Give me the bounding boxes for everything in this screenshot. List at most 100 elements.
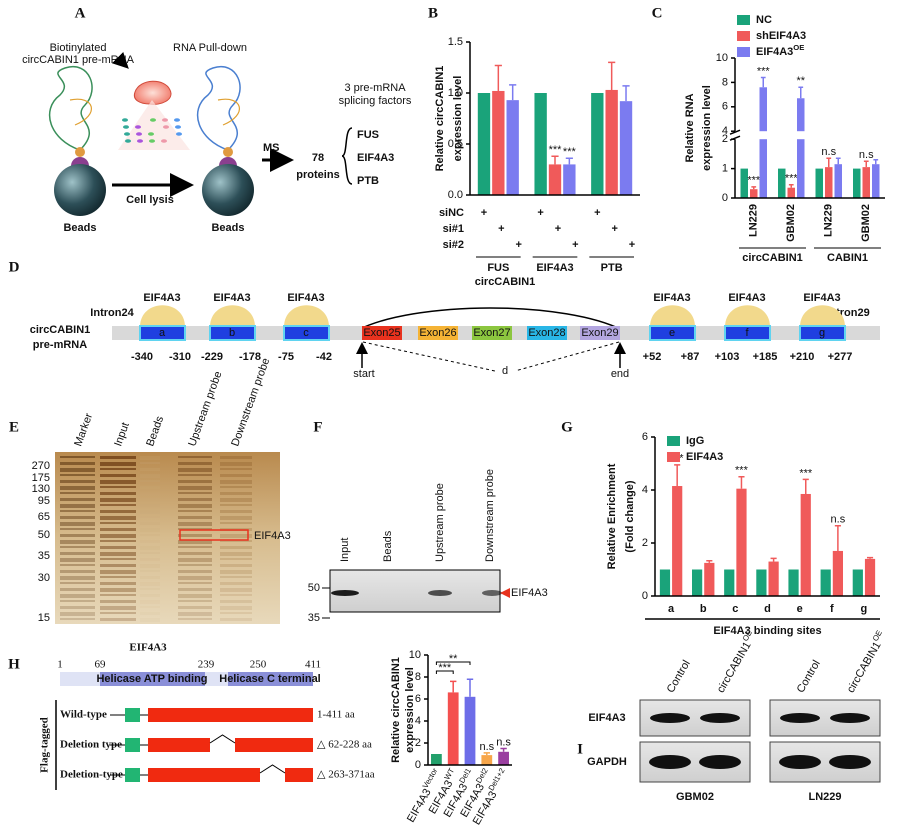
gel-band	[100, 522, 136, 524]
x-tick-label: FUS	[487, 262, 509, 274]
x-tick-label: GBM02	[785, 204, 797, 242]
gel-band	[140, 546, 160, 550]
lane-label: Upstream probe	[186, 370, 224, 448]
gel-band	[220, 540, 252, 542]
blot-band	[830, 713, 870, 723]
break-mark	[729, 129, 741, 135]
gel-band	[100, 474, 136, 477]
panel-label: F	[313, 419, 322, 435]
gel-band	[140, 510, 160, 514]
x-tick-label: b	[700, 603, 707, 615]
gel-band	[60, 552, 95, 555]
bar	[736, 488, 747, 596]
significance-label: ***	[735, 465, 749, 477]
gel-band	[60, 564, 95, 566]
error-bar	[674, 464, 681, 487]
gel-band	[60, 486, 95, 490]
band-pointer	[500, 588, 510, 598]
y-tick-label: 4	[722, 125, 728, 137]
protein-dot	[136, 132, 142, 136]
position-label: 1	[57, 659, 63, 671]
error-bar	[450, 680, 457, 693]
significance-label: n.s	[821, 146, 836, 158]
probe-label: Biotinylated	[50, 42, 107, 54]
band-label: EIF4A3	[254, 530, 291, 542]
gel-band	[100, 618, 136, 621]
lane-label: circCABIN1OE	[842, 629, 889, 695]
protein-label: EIF4A3	[653, 292, 690, 304]
exon	[362, 326, 402, 340]
coordinate: +52	[643, 351, 662, 363]
position-label: 250	[250, 659, 267, 671]
deletion	[259, 764, 286, 774]
gel-band	[220, 612, 252, 614]
position-label: 239	[198, 659, 215, 671]
gel-band	[178, 534, 212, 537]
gel-band	[140, 492, 160, 496]
domain-label: Helicase C terminal	[219, 673, 321, 685]
bar	[787, 187, 795, 198]
gel-band	[178, 612, 212, 616]
row-label: si#2	[443, 239, 464, 251]
gel-band	[60, 456, 95, 458]
coordinate: -229	[201, 351, 223, 363]
bar	[778, 168, 786, 198]
blot-band	[699, 755, 741, 769]
error-bar	[706, 560, 713, 563]
rna-strand	[217, 98, 241, 126]
significance-label: n.s	[859, 149, 874, 161]
bar	[506, 100, 519, 195]
x-tick-label: e	[797, 603, 803, 615]
gel-band	[178, 504, 212, 508]
panel-label: E	[9, 419, 19, 435]
factor: PTB	[357, 175, 379, 187]
protein-segment	[235, 738, 313, 752]
ladder-label: 50	[308, 582, 320, 594]
bar	[704, 562, 715, 596]
gel-band	[60, 606, 95, 609]
distance-line	[362, 341, 620, 372]
error-bar	[798, 86, 804, 99]
protein-dot	[148, 132, 154, 136]
x-tick-label: c	[732, 603, 738, 615]
gel-band	[60, 582, 95, 584]
ladder-label: 175	[32, 472, 50, 484]
protein-label: EIF4A3	[143, 292, 180, 304]
lane-label: Beads	[382, 530, 394, 562]
design-mark: +	[515, 239, 521, 251]
gel-band	[178, 552, 212, 555]
bar	[548, 164, 562, 195]
gel-band	[178, 498, 212, 501]
rna-strand	[69, 98, 93, 126]
gel-band	[178, 606, 212, 609]
comparison-bracket	[435, 661, 471, 665]
significance-label: **	[449, 653, 458, 665]
gel-band	[140, 522, 160, 525]
lane-label: circCABIN1OE	[712, 629, 759, 695]
protein-dot	[175, 125, 181, 129]
gel-band	[178, 516, 212, 519]
x-tick-label: EIF4A3	[536, 262, 573, 274]
significance-label: ***	[757, 65, 771, 77]
legend-label: EIF4A3OE	[756, 43, 804, 58]
protein-label: EIF4A3	[213, 292, 250, 304]
x-tick-label: f	[830, 603, 834, 615]
x-tick-label: LN229	[823, 204, 835, 237]
protein-blob	[284, 305, 329, 327]
legend-swatch	[667, 452, 680, 462]
bar	[659, 569, 671, 596]
legend-swatch	[737, 31, 750, 41]
binding-box	[139, 325, 186, 341]
gel-band	[140, 486, 160, 489]
gel-band	[60, 480, 95, 483]
gel-band	[100, 588, 136, 592]
gel-band	[140, 588, 160, 590]
y-axis-label: Relative circCABIN1	[390, 657, 402, 763]
gel-band	[140, 480, 160, 482]
light-cone	[118, 100, 190, 150]
coordinate: -310	[169, 351, 191, 363]
domain-label: Helicase ATP binding	[96, 673, 207, 685]
significance-label: ***	[785, 173, 799, 185]
exon	[527, 326, 567, 340]
